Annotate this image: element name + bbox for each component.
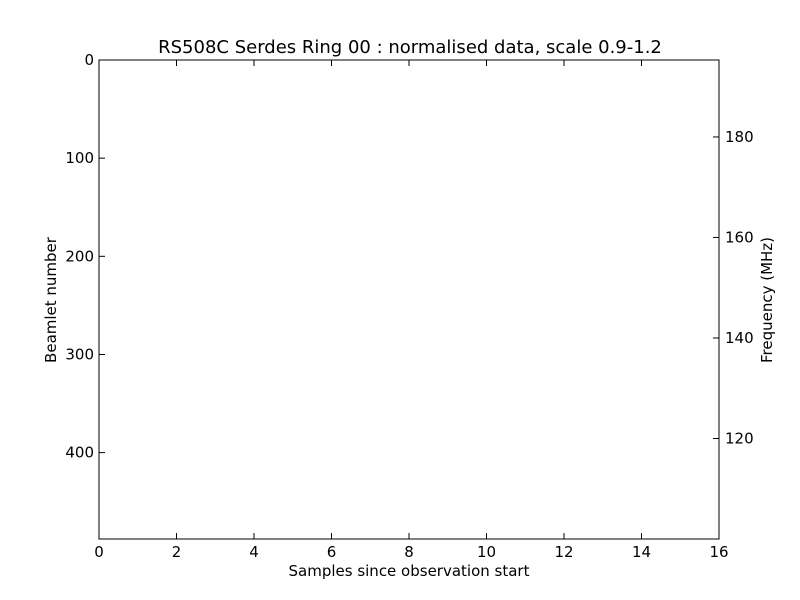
y2-tick-label: 140: [725, 329, 754, 347]
y-axis-right: 120 140 160 180: [713, 128, 754, 447]
x-tick-label: 16: [709, 543, 728, 561]
y2-tick-label: 120: [725, 429, 754, 447]
y-axis-label: Beamlet number: [42, 236, 60, 363]
x-axis: 0 2 4 6 8 10 12 14 16: [94, 60, 729, 561]
x-tick-label: 12: [554, 543, 573, 561]
x-tick-label: 6: [327, 543, 337, 561]
y-axis-left: 0 100 200 300 400: [65, 51, 105, 462]
x-axis-label: Samples since observation start: [289, 562, 530, 580]
x-tick-label: 10: [477, 543, 496, 561]
x-tick-label: 0: [94, 543, 104, 561]
y2-tick-label: 160: [725, 228, 754, 246]
x-tick-label: 14: [632, 543, 651, 561]
chart-title: RS508C Serdes Ring 00 : normalised data,…: [158, 37, 662, 58]
x-tick-label: 4: [249, 543, 259, 561]
y2-axis-label: Frequency (MHz): [758, 237, 776, 363]
x-tick-label: 8: [404, 543, 414, 561]
y-tick-label: 200: [65, 247, 94, 265]
y-tick-label: 100: [65, 149, 94, 167]
x-tick-label: 2: [172, 543, 182, 561]
plot-area: [98, 59, 720, 540]
y-tick-label: 300: [65, 345, 94, 363]
y-tick-label: 400: [65, 444, 94, 462]
y-tick-label: 0: [84, 51, 94, 69]
y2-tick-label: 180: [725, 128, 754, 146]
